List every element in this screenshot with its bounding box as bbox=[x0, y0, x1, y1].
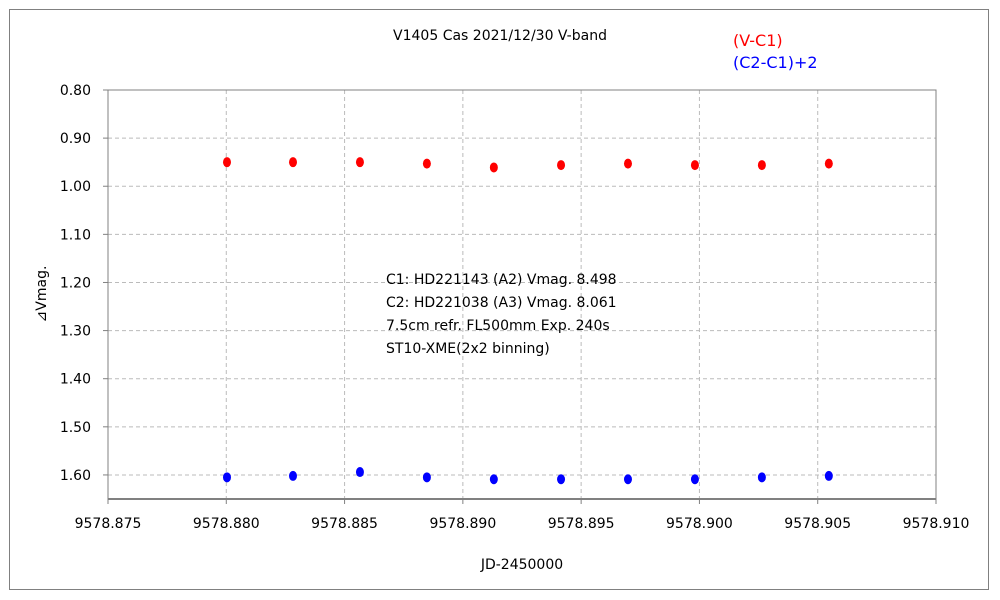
data-point-c2-c1 bbox=[222, 472, 231, 483]
legend-entry-c2-c1: (C2-C1)+2 bbox=[733, 53, 818, 72]
y-tick-label: 1.40 bbox=[60, 372, 91, 388]
x-tick-label: 9578.880 bbox=[193, 516, 260, 532]
data-point-v-c1 bbox=[422, 158, 431, 169]
y-tick-label: 1.20 bbox=[60, 275, 91, 291]
y-tick-label: 1.10 bbox=[60, 227, 91, 243]
x-tick-label: 9578.895 bbox=[548, 516, 615, 532]
y-axis-label: ⊿Vmag. bbox=[34, 266, 50, 323]
data-point-c2-c1 bbox=[422, 472, 431, 483]
data-point-c2-c1 bbox=[288, 470, 297, 481]
x-axis-label: JD-2450000 bbox=[480, 557, 563, 573]
x-tick-label: 9578.875 bbox=[75, 516, 142, 532]
data-point-c2-c1 bbox=[557, 474, 566, 485]
y-tick-label: 1.60 bbox=[60, 468, 91, 484]
chart-title: V1405 Cas 2021/12/30 V-band bbox=[393, 28, 607, 44]
data-point-v-c1 bbox=[690, 160, 699, 171]
y-tick-label: 0.80 bbox=[60, 83, 91, 99]
x-tick-label: 9578.885 bbox=[311, 516, 378, 532]
data-point-v-c1 bbox=[757, 160, 766, 171]
data-point-c2-c1 bbox=[757, 472, 766, 483]
data-point-c2-c1 bbox=[355, 467, 364, 478]
data-point-c2-c1 bbox=[824, 470, 833, 481]
data-point-v-c1 bbox=[222, 157, 231, 168]
data-point-c2-c1 bbox=[489, 474, 498, 485]
legend-entry-v-c1: (V-C1) bbox=[733, 31, 783, 50]
y-tick-label: 0.90 bbox=[60, 131, 91, 147]
chart-frame bbox=[9, 9, 989, 590]
data-point-c2-c1 bbox=[690, 474, 699, 485]
data-point-v-c1 bbox=[288, 157, 297, 168]
data-point-c2-c1 bbox=[623, 474, 632, 485]
x-tick-label: 9578.900 bbox=[666, 516, 733, 532]
y-tick-label: 1.30 bbox=[60, 324, 91, 340]
annotation-c2: C2: HD221038 (A3) Vmag. 8.061 bbox=[386, 295, 617, 311]
x-tick-label: 9578.890 bbox=[429, 516, 496, 532]
x-tick-label: 9578.905 bbox=[784, 516, 851, 532]
y-tick-label: 1.00 bbox=[60, 179, 91, 195]
data-point-v-c1 bbox=[623, 158, 632, 169]
data-point-v-c1 bbox=[824, 158, 833, 169]
annotation-telescope: 7.5cm refr. FL500mm Exp. 240s bbox=[386, 318, 610, 334]
data-point-v-c1 bbox=[557, 160, 566, 171]
x-tick-label: 9578.910 bbox=[903, 516, 970, 532]
data-point-v-c1 bbox=[355, 157, 364, 168]
annotation-camera: ST10-XME(2x2 binning) bbox=[386, 341, 550, 357]
data-point-v-c1 bbox=[489, 162, 498, 173]
annotation-c1: C1: HD221143 (A2) Vmag. 8.498 bbox=[386, 272, 617, 288]
y-tick-label: 1.50 bbox=[60, 420, 91, 436]
